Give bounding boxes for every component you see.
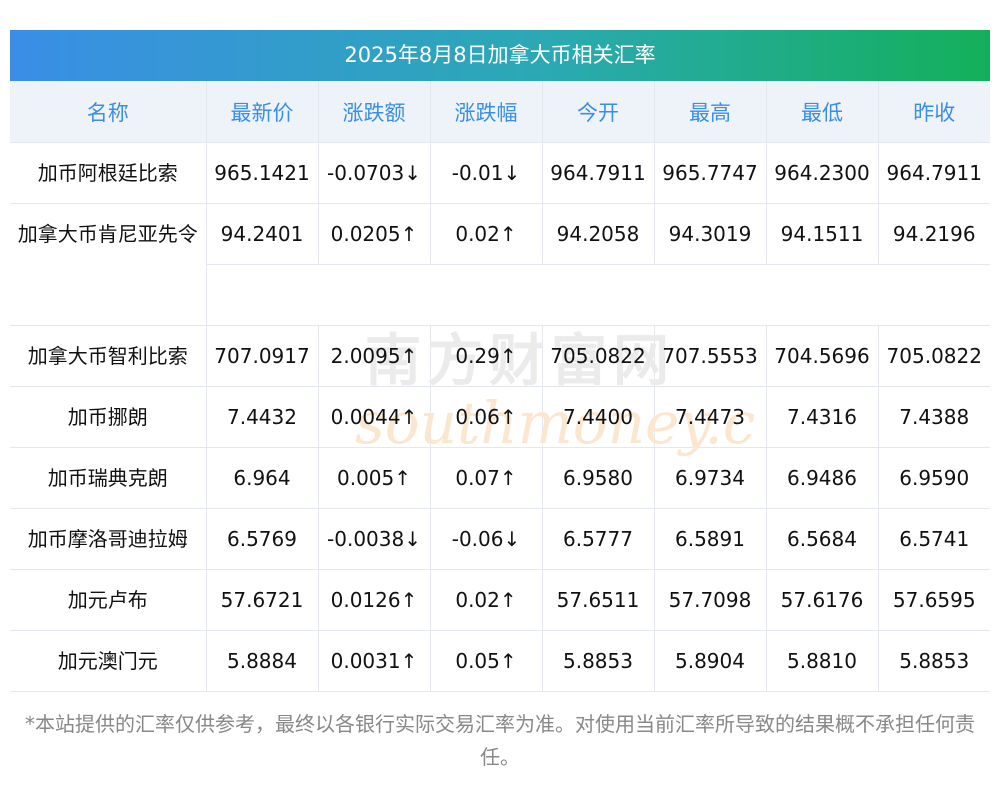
open-price: 94.2058 (542, 203, 655, 265)
currency-name: 加币阿根廷比索 (10, 142, 207, 204)
table-row: 加拿大币智利比索 707.0917 2.0095↑ 0.29↑ 705.0822… (10, 325, 990, 387)
change-percent: 0.07↑ (430, 447, 543, 509)
change-amount: -0.0038↓ (318, 508, 431, 570)
prev-close-price: 964.7911 (878, 142, 990, 204)
prev-close-price: 705.0822 (878, 325, 990, 387)
high-price: 6.5891 (654, 508, 767, 570)
high-price: 707.5553 (654, 325, 767, 387)
currency-name: 加币瑞典克朗 (10, 447, 207, 509)
table-row: 加币摩洛哥迪拉姆 6.5769 -0.0038↓ -0.06↓ 6.5777 6… (10, 508, 990, 570)
currency-name: 加拿大币肯尼亚先令 (10, 203, 207, 326)
change-amount: 2.0095↑ (318, 325, 431, 387)
latest-price: 6.5769 (206, 508, 319, 570)
low-price: 7.4316 (766, 386, 879, 448)
change-percent: 0.02↑ (430, 569, 543, 631)
prev-close-price: 7.4388 (878, 386, 990, 448)
high-price: 6.9734 (654, 447, 767, 509)
currency-name: 加拿大币智利比索 (10, 325, 207, 387)
table-row: 加币挪朗 7.4432 0.0044↑ 0.06↑ 7.4400 7.4473 … (10, 386, 990, 448)
change-amount: 0.005↑ (318, 447, 431, 509)
low-price: 704.5696 (766, 325, 879, 387)
column-header-open: 今开 (542, 81, 655, 143)
column-header-change: 涨跌额 (318, 81, 431, 143)
change-amount: 0.0126↑ (318, 569, 431, 631)
table-row: 加拿大币肯尼亚先令 94.2401 0.0205↑ 0.02↑ 94.2058 … (10, 203, 990, 326)
change-amount: -0.0703↓ (318, 142, 431, 204)
prev-close-price: 57.6595 (878, 569, 990, 631)
high-price: 94.3019 (654, 203, 767, 265)
high-price: 7.4473 (654, 386, 767, 448)
currency-name: 加元澳门元 (10, 630, 207, 692)
page-title: 2025年8月8日加拿大币相关汇率 (10, 30, 990, 81)
column-header-high: 最高 (654, 81, 767, 143)
change-percent: 0.06↑ (430, 386, 543, 448)
change-percent: 0.02↑ (430, 203, 543, 265)
table-row: 加币阿根廷比索 965.1421 -0.0703↓ -0.01↓ 964.791… (10, 142, 990, 204)
latest-price: 7.4432 (206, 386, 319, 448)
change-amount: 0.0044↑ (318, 386, 431, 448)
latest-price: 57.6721 (206, 569, 319, 631)
open-price: 5.8853 (542, 630, 655, 692)
change-amount: 0.0031↑ (318, 630, 431, 692)
low-price: 6.5684 (766, 508, 879, 570)
rates-table: 名称 最新价 涨跌额 涨跌幅 今开 最高 最低 昨收 加币阿根廷比索 965.1… (10, 81, 990, 692)
change-percent: -0.01↓ (430, 142, 543, 204)
open-price: 964.7911 (542, 142, 655, 204)
table-row: 加元澳门元 5.8884 0.0031↑ 0.05↑ 5.8853 5.8904… (10, 630, 990, 692)
currency-name: 加元卢布 (10, 569, 207, 631)
change-percent: -0.06↓ (430, 508, 543, 570)
table-row: 加元卢布 57.6721 0.0126↑ 0.02↑ 57.6511 57.70… (10, 569, 990, 631)
table-row-continuation (10, 264, 990, 326)
table-row: 加币瑞典克朗 6.964 0.005↑ 0.07↑ 6.9580 6.9734 … (10, 447, 990, 509)
low-price: 94.1511 (766, 203, 879, 265)
open-price: 6.9580 (542, 447, 655, 509)
change-amount: 0.0205↑ (318, 203, 431, 265)
high-price: 57.7098 (654, 569, 767, 631)
open-price: 7.4400 (542, 386, 655, 448)
disclaimer-text: *本站提供的汇率仅供参考，最终以各银行实际交易汇率为准。对使用当前汇率所导致的结… (25, 712, 975, 769)
prev-close-price: 6.9590 (878, 447, 990, 509)
row-continuation-spacer (206, 264, 990, 326)
column-header-prev-close: 昨收 (878, 81, 990, 143)
change-percent: 0.05↑ (430, 630, 543, 692)
high-price: 5.8904 (654, 630, 767, 692)
prev-close-price: 94.2196 (878, 203, 990, 265)
column-header-change-pct: 涨跌幅 (430, 81, 543, 143)
low-price: 964.2300 (766, 142, 879, 204)
latest-price: 965.1421 (206, 142, 319, 204)
low-price: 5.8810 (766, 630, 879, 692)
low-price: 57.6176 (766, 569, 879, 631)
currency-name: 加币挪朗 (10, 386, 207, 448)
low-price: 6.9486 (766, 447, 879, 509)
prev-close-price: 6.5741 (878, 508, 990, 570)
table-header-row: 名称 最新价 涨跌额 涨跌幅 今开 最高 最低 昨收 (10, 81, 990, 143)
latest-price: 94.2401 (206, 203, 319, 265)
column-header-latest: 最新价 (206, 81, 319, 143)
column-header-name: 名称 (10, 81, 207, 143)
currency-name: 加币摩洛哥迪拉姆 (10, 508, 207, 570)
change-percent: 0.29↑ (430, 325, 543, 387)
prev-close-price: 5.8853 (878, 630, 990, 692)
open-price: 6.5777 (542, 508, 655, 570)
open-price: 705.0822 (542, 325, 655, 387)
latest-price: 6.964 (206, 447, 319, 509)
latest-price: 707.0917 (206, 325, 319, 387)
column-header-low: 最低 (766, 81, 879, 143)
open-price: 57.6511 (542, 569, 655, 631)
latest-price: 5.8884 (206, 630, 319, 692)
high-price: 965.7747 (654, 142, 767, 204)
